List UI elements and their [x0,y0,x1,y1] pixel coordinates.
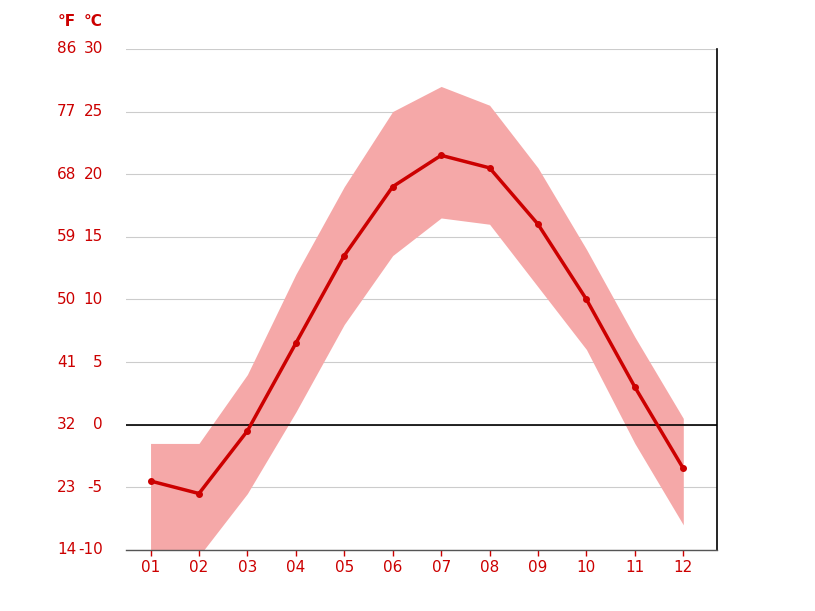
Text: °F: °F [58,14,76,29]
Text: 77: 77 [57,104,76,119]
Text: 23: 23 [57,480,76,495]
Text: -10: -10 [78,543,103,557]
Text: 10: 10 [83,292,103,307]
Text: 41: 41 [57,354,76,370]
Text: 25: 25 [83,104,103,119]
Text: -5: -5 [87,480,103,495]
Text: 86: 86 [57,42,76,56]
Text: 0: 0 [93,417,103,432]
Text: 30: 30 [83,42,103,56]
Text: °C: °C [84,14,103,29]
Text: 32: 32 [57,417,76,432]
Text: 50: 50 [57,292,76,307]
Text: 68: 68 [57,167,76,181]
Text: 5: 5 [93,354,103,370]
Text: 59: 59 [57,229,76,244]
Text: 15: 15 [83,229,103,244]
Text: 20: 20 [83,167,103,181]
Text: 14: 14 [57,543,76,557]
